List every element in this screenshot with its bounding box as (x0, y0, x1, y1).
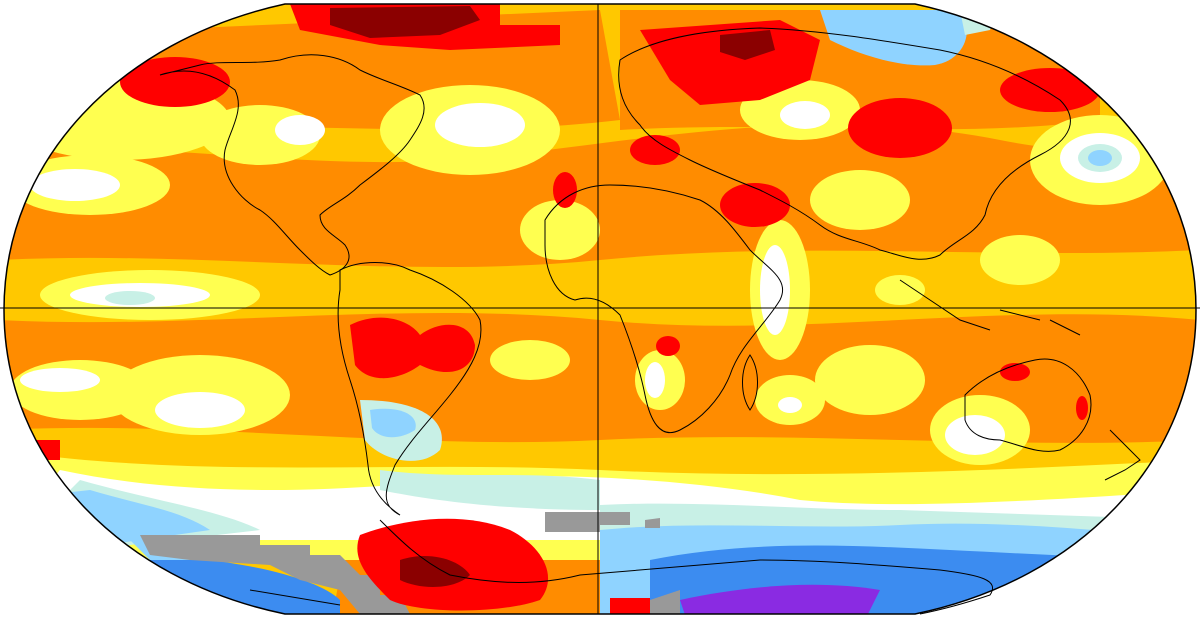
yellow-patch (815, 345, 925, 415)
madagascar-coastline (742, 354, 758, 411)
north-america-coastline (159, 54, 425, 276)
eurasia-coastline (618, 27, 1071, 260)
very-hot-region (656, 336, 680, 356)
yellow-patch (490, 340, 570, 380)
very-hot-region (630, 135, 680, 165)
no-data-region (545, 512, 630, 532)
neutral-patch (30, 169, 120, 201)
neutral-patch (435, 103, 525, 147)
africa-coastline (544, 184, 784, 433)
southeast-asia-coastline (899, 279, 1081, 336)
antarctica-cold-region (650, 545, 1196, 614)
yellow-patch (875, 275, 925, 305)
new-zealand-coastline (1104, 429, 1141, 481)
neutral-patch (760, 245, 790, 335)
very-hot-region (120, 57, 230, 107)
extreme-region (720, 30, 775, 60)
arctic-cool-region (820, 10, 967, 66)
south-america-coastline (337, 262, 482, 516)
coastlines (159, 27, 1141, 615)
neutral-patch (20, 368, 100, 392)
map-frame (3, 3, 1197, 615)
very-hot-region (1076, 396, 1088, 420)
very-hot-region (640, 20, 820, 105)
extreme-region (400, 555, 470, 587)
neutral-patch (945, 415, 1005, 455)
very-hot-region (20, 440, 60, 460)
neutral-patch (780, 101, 830, 129)
neutral-patch (778, 397, 802, 413)
cool-region (370, 408, 416, 438)
neutral-patch (155, 392, 245, 428)
antarctica-coastline (379, 519, 993, 615)
yellow-patch (520, 200, 600, 260)
neutral-patch (275, 115, 325, 145)
northern-hot-band (4, 124, 1196, 268)
yellow-patch (810, 170, 910, 230)
no-data-region (645, 518, 660, 528)
very-hot-region (848, 98, 952, 158)
yellow-patch (980, 235, 1060, 285)
extreme-region (330, 6, 480, 38)
very-hot-region (610, 598, 650, 614)
antarctica-very-cold-region (680, 584, 880, 614)
southern-hot-band (4, 312, 1196, 443)
antarctica-coastline (249, 589, 341, 606)
neutral-patch (645, 362, 665, 398)
no-data-region (650, 590, 680, 614)
no-data-region (140, 535, 410, 614)
australia-coastline (964, 358, 1092, 452)
very-hot-region (720, 183, 790, 227)
slightly-cool-patch (105, 291, 155, 305)
very-hot-region (350, 317, 475, 379)
slightly-cool-region (380, 470, 600, 510)
cool-patch (1088, 150, 1112, 166)
very-hot-region (553, 172, 577, 208)
